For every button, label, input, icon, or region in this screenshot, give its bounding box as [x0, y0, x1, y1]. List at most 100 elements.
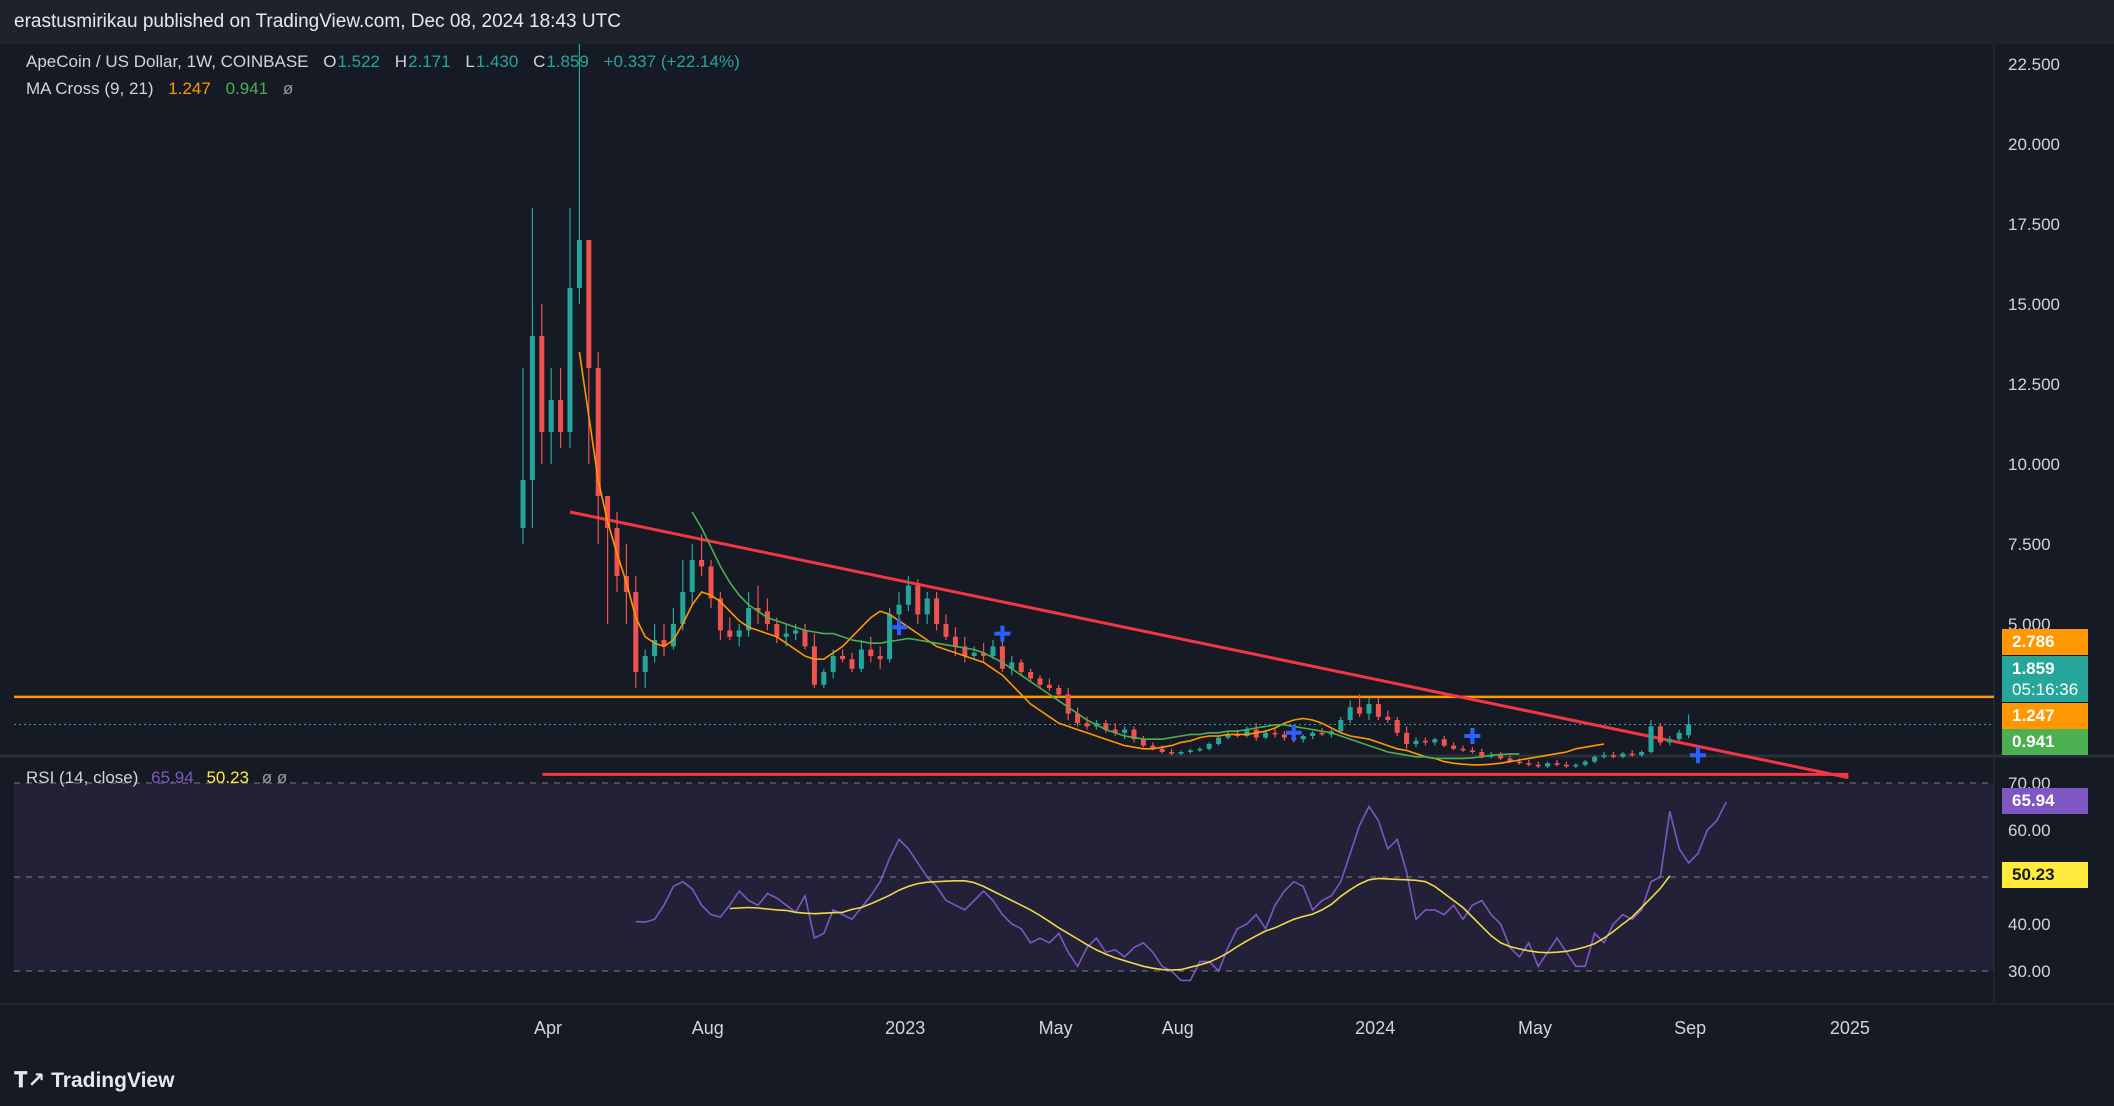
ma-slow-tag: 0.941 — [2002, 729, 2088, 755]
candle-body — [1357, 707, 1363, 714]
candle-body — [783, 633, 789, 637]
candle-body — [793, 630, 799, 634]
candle-body — [1131, 729, 1137, 740]
candle-body — [1394, 720, 1400, 733]
candle-body — [1582, 761, 1588, 765]
ma-slow-line — [691, 511, 1520, 760]
candle-body — [1563, 764, 1569, 767]
close-label: C — [533, 52, 546, 71]
level-tag: 2.786 — [2002, 629, 2088, 655]
candle-body — [1648, 726, 1654, 752]
candle-body — [877, 656, 883, 660]
high-label: H — [394, 52, 408, 71]
candle-body — [1018, 662, 1024, 672]
candle-body — [1629, 753, 1635, 756]
rsi-tick-label: 30.00 — [2008, 962, 2051, 981]
candle-body — [1366, 704, 1372, 714]
candle-body — [1150, 745, 1156, 749]
candle-body — [1601, 755, 1607, 757]
brand-label: TradingView — [51, 1069, 175, 1092]
candle-body — [1084, 723, 1090, 727]
candle-body — [849, 659, 855, 669]
publisher-line: erastusmirikau published on TradingView.… — [14, 11, 621, 32]
candle-body — [971, 652, 977, 656]
candle-body — [868, 649, 874, 656]
candle-body — [670, 624, 676, 647]
rsi-line — [635, 801, 1727, 982]
candle-body — [1046, 684, 1052, 688]
candle-body — [1432, 739, 1438, 743]
candle-body — [548, 400, 554, 432]
candle-body — [1451, 745, 1457, 749]
candle-body — [1037, 678, 1043, 685]
time-tick-label: 2024 — [1355, 1018, 1395, 1038]
candle-body — [520, 480, 526, 528]
candle-body — [1140, 739, 1146, 746]
candle-body — [821, 672, 827, 685]
time-tick-label: 2025 — [1830, 1018, 1870, 1038]
candle-body — [1272, 732, 1278, 735]
candle-body — [680, 592, 686, 624]
candle-body — [943, 624, 949, 637]
candle-body — [1300, 736, 1306, 740]
open-value: 1.522 — [337, 52, 381, 71]
candle-body — [1460, 748, 1466, 751]
candle-body — [586, 240, 592, 368]
candle-body — [999, 646, 1005, 669]
chart-canvas[interactable]: 30.00027.50025.00022.50020.00017.50015.0… — [0, 44, 2114, 1058]
price-tick-label: 12.500 — [2008, 375, 2060, 394]
candle-body — [661, 640, 667, 647]
low-label: L — [465, 52, 475, 71]
rsi-ma-tag: 50.23 — [2002, 862, 2088, 888]
candle-body — [1404, 732, 1410, 744]
top-bar: erastusmirikau published on TradingView.… — [0, 0, 2114, 44]
chart-background — [0, 44, 2114, 1058]
rsi-ma-line — [729, 875, 1671, 971]
candle-body — [558, 400, 564, 432]
candle-body — [1545, 763, 1551, 767]
time-tick-label: Aug — [692, 1018, 724, 1038]
candle-body — [1535, 764, 1541, 767]
candle-body — [539, 336, 545, 432]
candle-body — [1338, 720, 1344, 732]
candle-body — [1620, 753, 1626, 757]
candle-body — [605, 496, 611, 528]
candle-body — [811, 646, 817, 685]
ma-cross-marker — [994, 625, 1011, 642]
close-value: 1.859 — [546, 52, 589, 71]
countdown-value: 05:16:36 — [2012, 680, 2079, 699]
price-tick-label: 17.500 — [2008, 215, 2060, 234]
candle-body — [981, 652, 987, 656]
candle-body — [1178, 752, 1184, 754]
candle-body — [1187, 750, 1193, 752]
rsi-title: RSI (14, close) — [26, 768, 139, 787]
candle-body — [1112, 729, 1118, 733]
candle-body — [1028, 672, 1034, 679]
candle-body — [576, 240, 582, 288]
rsi-extra: ø ø — [261, 768, 288, 787]
price-tick-label: 10.000 — [2008, 455, 2060, 474]
rsi-tick-label: 60.00 — [2008, 821, 2051, 840]
candle-body — [1479, 752, 1485, 757]
candle-body — [755, 608, 761, 612]
tradingview-logo[interactable]: 𝐓↗ TradingView — [14, 1068, 174, 1093]
candle-body — [529, 336, 535, 480]
candle-body — [1657, 726, 1663, 743]
candle-body — [924, 598, 930, 615]
descending-trendline[interactable] — [569, 510, 1849, 780]
footer-bar: 𝐓↗ TradingView — [0, 1058, 2114, 1106]
rsi-ma-value: 50.23 — [206, 768, 249, 787]
ma-fast-value: 1.247 — [168, 79, 211, 98]
candle-body — [1347, 707, 1353, 720]
last-price-tag: 1.859 05:16:36 — [2002, 656, 2088, 702]
last-price-value: 1.859 — [2012, 659, 2055, 678]
candle-body — [1310, 732, 1316, 736]
candle-body — [1122, 729, 1128, 733]
ma-cross-marker — [1464, 728, 1481, 744]
candle-body — [1413, 740, 1419, 744]
rsi-value: 65.94 — [151, 768, 194, 787]
candle-body — [689, 560, 695, 592]
candle-body — [642, 656, 648, 672]
candle-body — [1676, 732, 1682, 740]
candle-body — [1225, 734, 1231, 738]
